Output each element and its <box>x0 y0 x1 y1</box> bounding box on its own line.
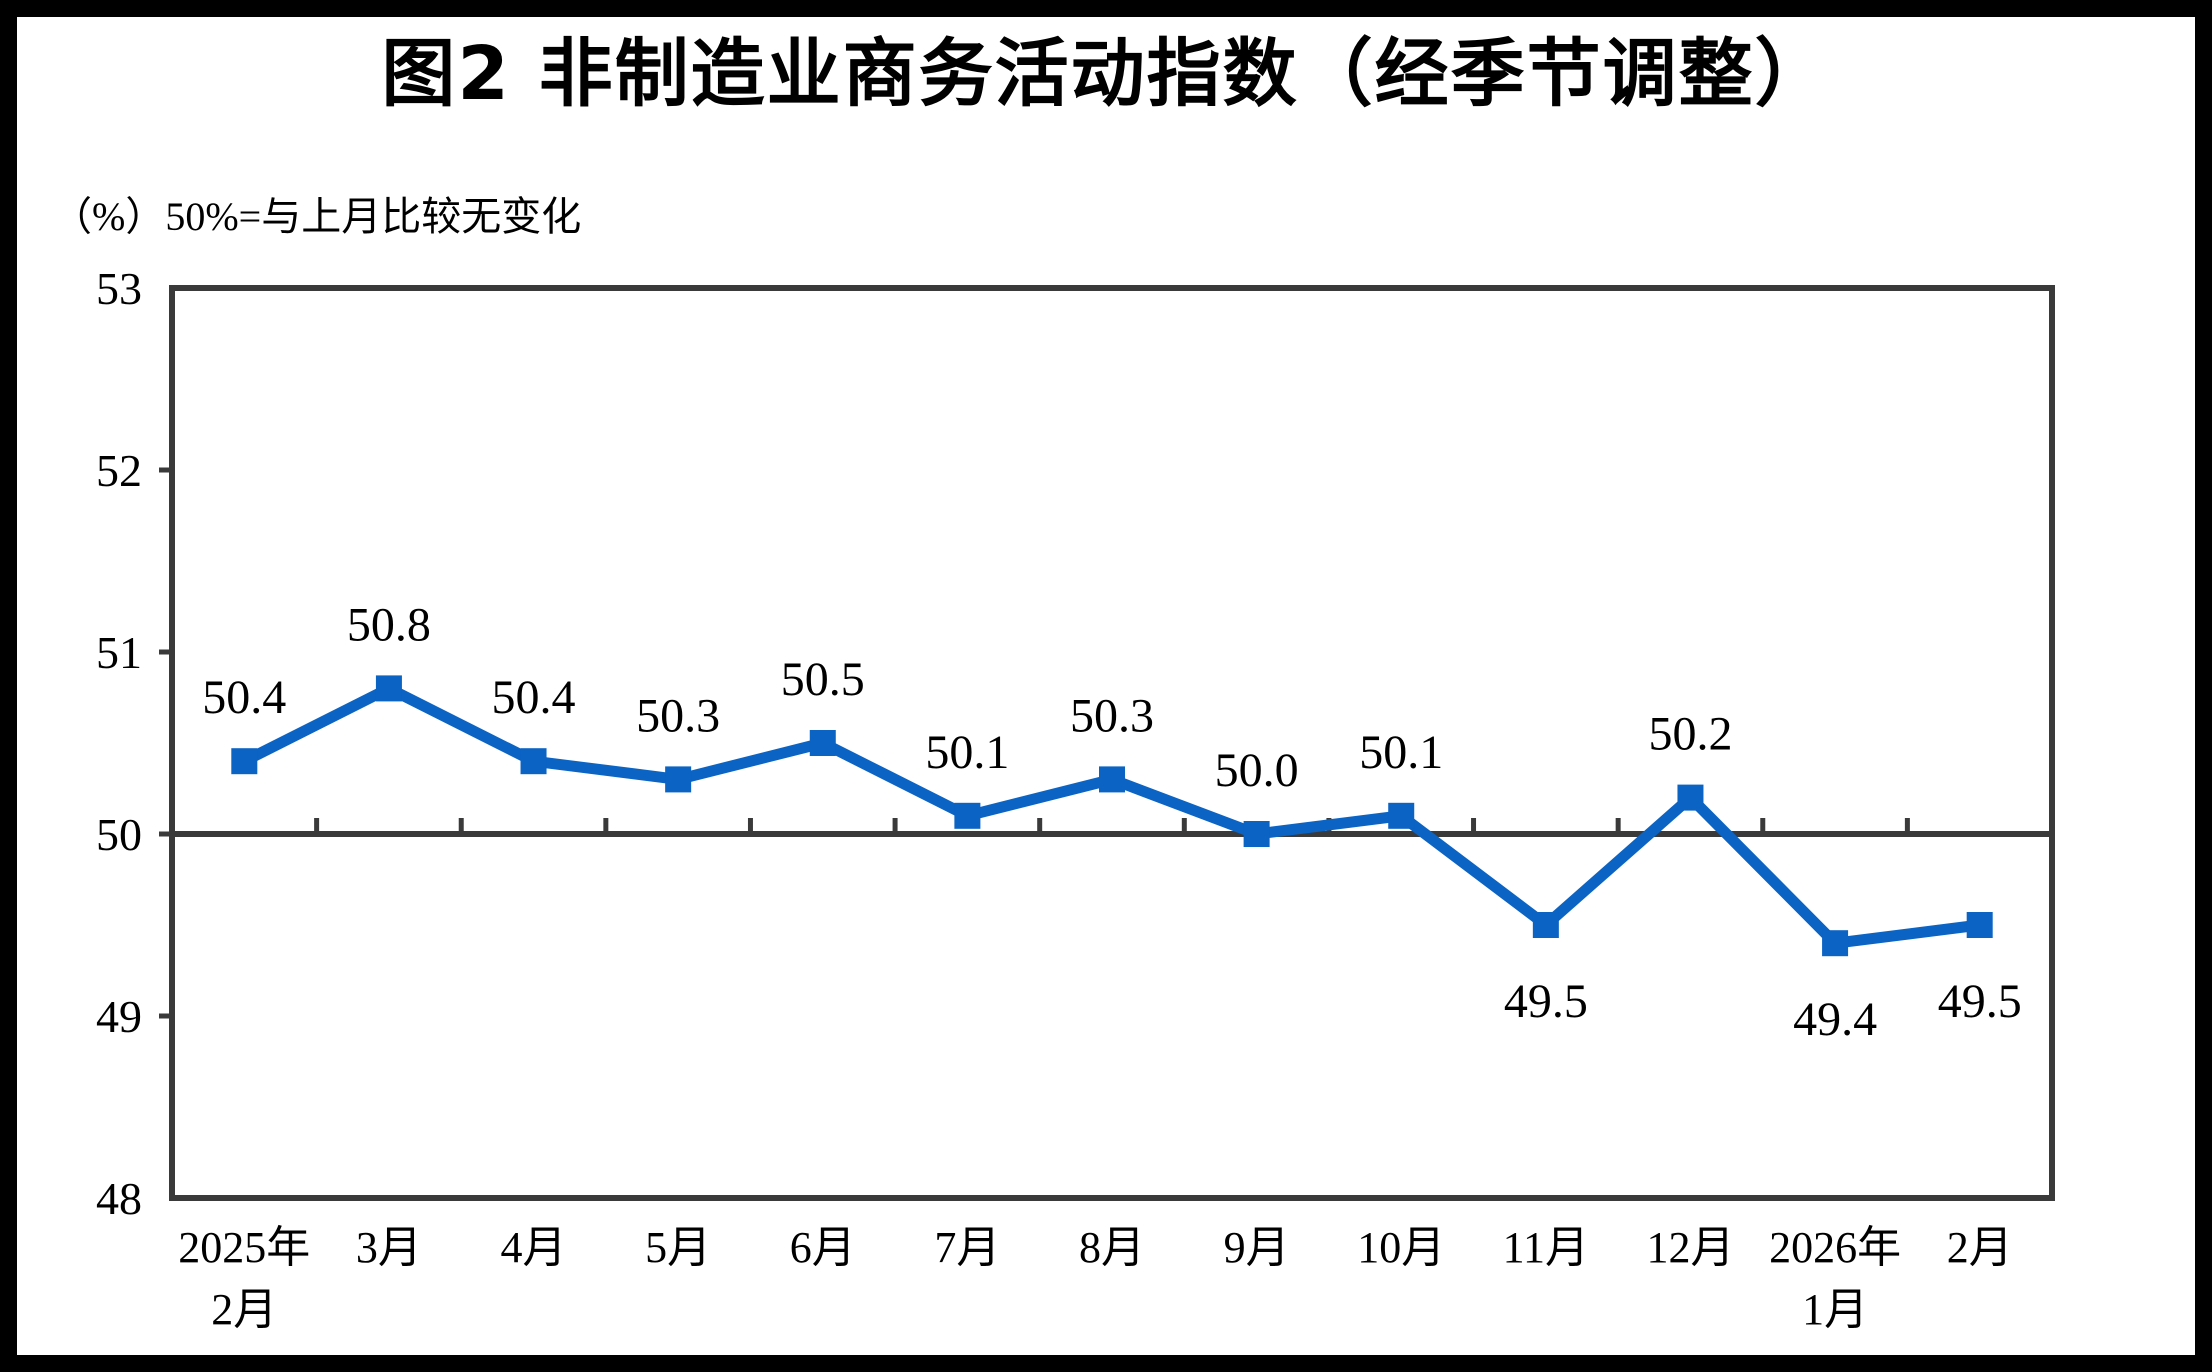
data-point-label: 49.5 <box>1504 975 1588 1028</box>
data-point-marker <box>1388 802 1415 829</box>
data-point-label: 50.3 <box>1070 689 1154 742</box>
x-axis-tick-label: 5月 <box>645 1223 711 1272</box>
plot-border <box>169 285 2055 1201</box>
x-axis-tick-label: 8月 <box>1079 1223 1145 1272</box>
data-point-marker <box>954 802 981 829</box>
chart-title: 图2 非制造业商务活动指数（经季节调整） <box>381 31 1831 117</box>
data-point-marker <box>231 748 258 775</box>
data-point-label: 50.4 <box>202 671 286 724</box>
data-point-label: 50.3 <box>636 689 720 742</box>
data-point-marker <box>809 730 836 756</box>
data-point-label: 49.4 <box>1793 993 1877 1046</box>
y-axis-tick-label: 49 <box>96 991 142 1042</box>
axis-unit-note: （%）50%=与上月比较无变化 <box>52 194 582 239</box>
y-axis-tick-label: 48 <box>96 1173 142 1224</box>
data-point-marker <box>520 748 547 775</box>
data-point-marker <box>1677 784 1704 811</box>
data-point-marker <box>1243 821 1270 847</box>
x-axis-tick-label: 4月 <box>501 1223 567 1272</box>
data-point-label: 50.8 <box>347 598 431 651</box>
y-axis-tick-label: 50 <box>96 809 142 860</box>
data-point-label: 50.1 <box>1359 726 1443 779</box>
data-point-marker <box>375 675 402 702</box>
y-axis-tick-label: 52 <box>96 445 142 496</box>
x-axis-tick-label: 2月 <box>1947 1223 2013 1272</box>
x-axis-tick-label: 3月 <box>356 1223 422 1272</box>
x-axis-tick-label: 7月 <box>934 1223 1000 1272</box>
data-point-label: 50.4 <box>492 671 576 724</box>
y-axis-tick-label: 51 <box>96 627 142 678</box>
data-point-label: 50.1 <box>925 726 1009 779</box>
data-point-label: 50.5 <box>781 653 865 706</box>
x-axis-tick-label: 10月 <box>1357 1223 1445 1272</box>
data-point-marker <box>1822 930 1849 957</box>
data-point-marker <box>665 766 692 793</box>
data-point-marker <box>1532 912 1559 938</box>
data-point-marker <box>1966 912 1993 938</box>
x-axis-tick-label: 11月 <box>1503 1223 1589 1272</box>
data-point-label: 50.0 <box>1215 744 1299 797</box>
x-axis-tick-label: 12月 <box>1646 1223 1734 1272</box>
data-point-label: 50.2 <box>1648 708 1732 761</box>
x-axis-tick-label: 2026年 1月 <box>1769 1223 1901 1334</box>
x-axis-tick-label: 6月 <box>790 1223 856 1272</box>
data-point-marker <box>1099 766 1125 793</box>
x-axis-tick-label: 2025年 2月 <box>178 1223 310 1334</box>
x-axis-tick-label: 9月 <box>1224 1223 1290 1272</box>
data-point-label: 49.5 <box>1938 975 2022 1028</box>
y-axis-tick-label: 53 <box>96 263 142 314</box>
